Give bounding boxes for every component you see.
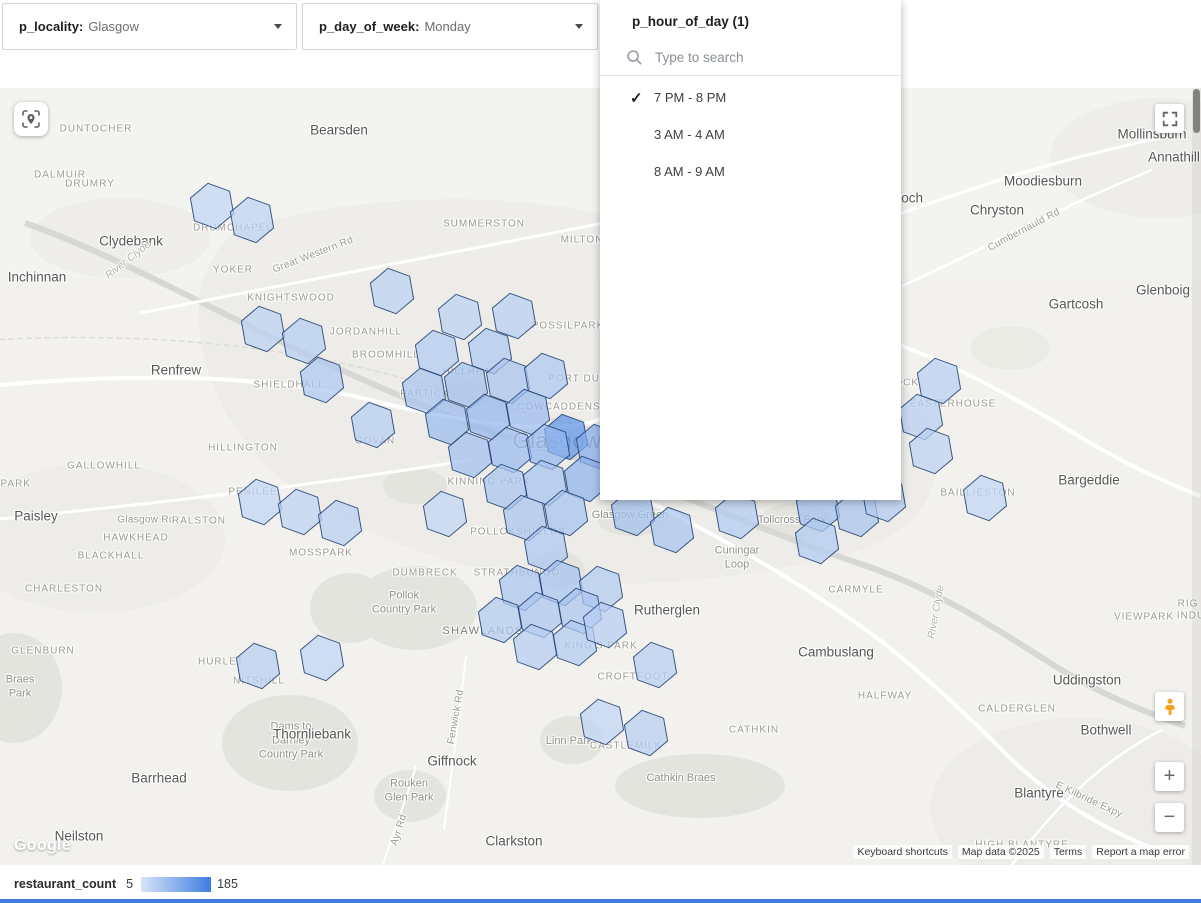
filter-day-label: p_day_of_week <box>319 19 416 34</box>
legend-gradient <box>141 876 212 892</box>
hex-cell[interactable] <box>714 492 760 540</box>
hour-of-day-filter-panel: p_hour_of_day (1) ✓ 7 PM - 8 PM 3 AM - 4 A… <box>600 0 901 500</box>
hex-cell[interactable] <box>477 596 523 644</box>
hour-option[interactable]: ✓ 7 PM - 8 PM <box>600 79 901 116</box>
bottom-accent-bar <box>0 899 1201 903</box>
hex-cell[interactable] <box>582 601 628 649</box>
hex-cell[interactable] <box>401 367 447 415</box>
pegman-button[interactable] <box>1155 692 1184 721</box>
hex-cell[interactable] <box>422 490 468 538</box>
hex-cell[interactable] <box>317 499 363 547</box>
hex-cell[interactable] <box>649 506 695 554</box>
filter-day-value: Monday <box>424 19 471 34</box>
scrollbar-thumb[interactable] <box>1193 89 1200 133</box>
hex-cell[interactable] <box>525 423 571 471</box>
filter-locality-value: Glasgow <box>88 19 139 34</box>
hex-cell[interactable] <box>623 709 669 757</box>
hex-cell[interactable] <box>240 305 286 353</box>
legend-max-value: 185 <box>217 877 238 891</box>
hex-cell[interactable] <box>632 641 678 689</box>
search-icon <box>627 49 642 65</box>
pegman-icon <box>1164 698 1175 715</box>
hex-cell[interactable] <box>277 488 323 536</box>
filter-panel-title: p_hour_of_day (1) <box>632 14 750 29</box>
scrollbar-track[interactable] <box>1192 88 1201 865</box>
zoom-in-button[interactable]: + <box>1155 762 1184 791</box>
hex-cell[interactable] <box>369 267 415 315</box>
hex-cell[interactable] <box>512 623 558 671</box>
hexbin-layer <box>189 182 1008 757</box>
fullscreen-icon <box>1162 111 1177 126</box>
map-attribution: Keyboard shortcuts Map data ©2025 Terms Rep… <box>853 845 1189 859</box>
filter-locality[interactable]: p_locality: Glasgow <box>2 3 297 50</box>
google-logo[interactable]: Google <box>14 837 72 854</box>
hex-cell[interactable] <box>299 634 345 682</box>
hex-cell[interactable] <box>908 427 954 475</box>
hex-cell[interactable] <box>350 401 396 449</box>
hex-cell[interactable] <box>235 642 281 690</box>
hex-cell[interactable] <box>189 182 235 230</box>
hex-cell[interactable] <box>281 317 327 365</box>
hex-cell[interactable] <box>437 293 483 341</box>
fullscreen-button[interactable] <box>1155 104 1184 133</box>
hex-cell[interactable] <box>898 393 944 441</box>
attribution-item[interactable]: Terms <box>1049 845 1087 859</box>
hex-cell[interactable] <box>502 494 548 542</box>
filter-separator: : <box>415 19 420 34</box>
legend-field-label: restaurant_count <box>14 877 117 891</box>
hex-cell[interactable] <box>962 474 1008 522</box>
filter-separator: : <box>78 19 84 34</box>
legend-min-value: 5 <box>126 877 134 891</box>
hour-option[interactable]: 8 AM - 9 AM <box>600 153 901 190</box>
zoom-out-button[interactable]: − <box>1155 803 1184 832</box>
hex-cell[interactable] <box>491 292 537 340</box>
filter-locality-label: p_locality <box>19 19 79 34</box>
hex-cell[interactable] <box>579 698 625 746</box>
chevron-down-icon <box>274 24 282 29</box>
hour-option-label: 7 PM - 8 PM <box>654 90 727 105</box>
hour-option-label: 3 AM - 4 AM <box>654 127 725 142</box>
recenter-button[interactable] <box>14 102 48 136</box>
check-icon: ✓ <box>630 89 643 107</box>
attribution-item[interactable]: Keyboard shortcuts <box>853 845 952 859</box>
hex-cell[interactable] <box>299 356 345 404</box>
hour-option[interactable]: 3 AM - 4 AM <box>600 116 901 153</box>
hex-cell[interactable] <box>505 388 551 436</box>
hour-options-list: ✓ 7 PM - 8 PM 3 AM - 4 AM 8 AM - 9 AM <box>600 76 901 190</box>
attribution-item: Map data ©2025 <box>957 845 1044 859</box>
hour-option-label: 8 AM - 9 AM <box>654 164 725 179</box>
hex-cell[interactable] <box>229 196 275 244</box>
legend-bar: restaurant_count 5 185 <box>0 865 1201 903</box>
hex-cell[interactable] <box>794 517 840 565</box>
hex-cell[interactable] <box>237 478 283 526</box>
location-pin-icon <box>22 110 40 128</box>
filter-day-of-week[interactable]: p_day_of_week: Monday <box>302 3 598 50</box>
attribution-item[interactable]: Report a map error <box>1092 845 1189 859</box>
chevron-down-icon <box>575 24 583 29</box>
hex-cell[interactable] <box>443 361 489 409</box>
hex-cell[interactable] <box>414 329 460 377</box>
hex-cell[interactable] <box>543 489 589 537</box>
search-input[interactable] <box>653 48 877 66</box>
filter-search-row <box>600 39 901 76</box>
hex-cell[interactable] <box>424 398 470 446</box>
